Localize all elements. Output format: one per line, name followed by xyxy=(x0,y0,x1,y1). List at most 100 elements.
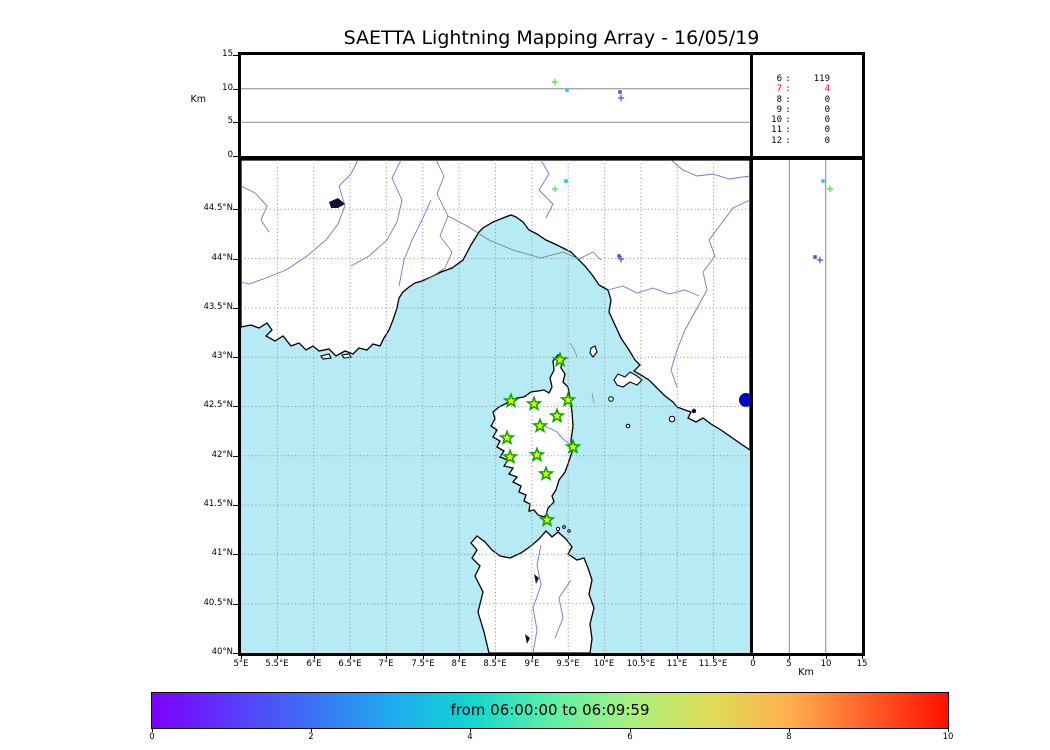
latitude-tick-label: 44°N xyxy=(211,253,233,263)
river-line xyxy=(670,160,750,180)
source-count: 0 xyxy=(824,135,830,146)
latitude-tick-mark xyxy=(233,308,238,309)
longitude-tick-label: 6°E xyxy=(306,659,322,669)
colon: : xyxy=(785,135,791,146)
river-line xyxy=(398,199,432,287)
map-graticule xyxy=(241,160,750,653)
altitude-vs-longitude-panel xyxy=(238,52,753,159)
longitude-tick-label: 7°E xyxy=(378,659,394,669)
longitude-tick-mark xyxy=(532,655,533,659)
lma-station-star xyxy=(551,351,569,368)
altitude-tick-mark xyxy=(233,122,238,123)
flash-count-row: 9: 0 xyxy=(766,105,830,115)
flash-count-row: 6: 119 xyxy=(766,74,830,84)
altitude-tick-mark xyxy=(233,89,238,90)
source-count: 119 xyxy=(813,74,830,84)
altitude-vs-latitude-panel xyxy=(750,157,865,656)
colorbar-tick-label: 4 xyxy=(467,732,473,742)
figure-title: SAETTA Lightning Mapping Array - 16/05/1… xyxy=(343,27,760,49)
source-count: 0 xyxy=(824,94,830,105)
altitude-tick-label: 10 xyxy=(222,83,233,93)
longitude-tick-mark xyxy=(423,655,424,659)
source-count: 0 xyxy=(824,104,830,115)
flash-square-marker xyxy=(821,179,825,183)
altitude-tick-label: 15 xyxy=(222,49,233,59)
colorbar-tick-mark xyxy=(311,728,312,732)
longitude-tick-mark xyxy=(568,655,569,659)
latitude-tick-label: 41.5°N xyxy=(203,499,233,509)
profile-tick-mark xyxy=(789,655,790,659)
profile-tick-mark xyxy=(862,655,863,659)
country-border-line xyxy=(447,215,602,261)
longitude-tick-label: 6.5°E xyxy=(338,659,362,669)
montecristo xyxy=(625,423,631,429)
maddalena-2 xyxy=(562,525,566,529)
flash-plus-marker xyxy=(617,255,625,263)
longitude-tick-mark xyxy=(314,655,315,659)
time-colorbar: from 06:00:00 to 06:09:59 xyxy=(151,692,949,729)
corsica-coastline xyxy=(490,354,574,518)
latitude-tick-mark xyxy=(233,406,238,407)
profile-tick-label: 10 xyxy=(820,659,832,669)
lma-station-star xyxy=(525,395,543,412)
flash-id: 6 xyxy=(776,74,782,84)
longitude-tick-label: 11.5°E xyxy=(698,659,728,669)
longitude-tick-label: 10°E xyxy=(593,659,615,669)
colorbar-tick-mark xyxy=(470,728,471,732)
longitude-tick-label: 7.5°E xyxy=(411,659,435,669)
flash-id: 11 xyxy=(771,125,782,136)
altitude-tick-mark xyxy=(233,55,238,56)
river-line xyxy=(241,160,359,285)
lma-station-star xyxy=(531,417,549,434)
flash-id: 9 xyxy=(776,104,782,115)
longitude-tick-mark xyxy=(641,655,642,659)
river-line xyxy=(539,423,572,446)
lma-station-star xyxy=(501,448,519,465)
longitude-tick-mark xyxy=(713,655,714,659)
river-line xyxy=(554,579,572,639)
flash-count-row: 11: 0 xyxy=(766,125,830,135)
latitude-tick-label: 42.5°N xyxy=(203,400,233,410)
river-line xyxy=(607,285,700,297)
longitude-tick-mark xyxy=(350,655,351,659)
flash-plus-marker xyxy=(551,78,559,86)
longitude-tick-label: 8°E xyxy=(451,659,467,669)
flash-square-marker xyxy=(813,255,817,259)
lma-station-star xyxy=(559,391,577,408)
latitude-tick-mark xyxy=(233,653,238,654)
flash-plus-marker xyxy=(551,185,559,193)
latitude-tick-mark xyxy=(233,554,238,555)
river-line xyxy=(670,199,750,388)
longitude-tick-label: 9.5°E xyxy=(556,659,580,669)
colon: : xyxy=(785,94,791,105)
colorbar-tick-mark xyxy=(948,728,949,732)
latitude-tick-mark xyxy=(233,357,238,358)
longitude-tick-mark xyxy=(277,655,278,659)
latitude-tick-label: 43.5°N xyxy=(203,302,233,312)
colon: : xyxy=(785,104,791,115)
hyeres-islet xyxy=(320,353,332,360)
lma-station-star xyxy=(538,511,556,528)
profile-axis-label: Km xyxy=(798,667,814,678)
giglio xyxy=(668,415,676,423)
lagoon-orbetello xyxy=(691,408,697,414)
colorbar-tick-label: 8 xyxy=(786,732,792,742)
lma-station-star xyxy=(537,465,555,482)
flash-source-count-list: 6: 119 7: 4 8: 0 9: 0 10: 0 11: 0 12: 0 xyxy=(766,74,830,146)
latitude-tick-label: 40.5°N xyxy=(203,598,233,608)
flash-id: 7 xyxy=(776,84,782,95)
altitude-latitude-plot xyxy=(788,160,834,653)
longitude-tick-mark xyxy=(386,655,387,659)
lake-serre-poncon xyxy=(329,198,345,208)
altitude-tick-mark xyxy=(233,156,238,157)
altitude-tick-label: 5 xyxy=(227,116,233,126)
source-count: 0 xyxy=(824,125,830,136)
flash-plus-marker xyxy=(826,185,834,193)
longitude-tick-label: 5°E xyxy=(233,659,249,669)
flash-square-marker xyxy=(564,179,568,183)
hyeres-islet xyxy=(341,353,352,359)
lma-station-star xyxy=(528,446,546,463)
latitude-tick-label: 40°N xyxy=(211,647,233,657)
longitude-tick-label: 11°E xyxy=(666,659,688,669)
latitude-tick-label: 43°N xyxy=(211,351,233,361)
